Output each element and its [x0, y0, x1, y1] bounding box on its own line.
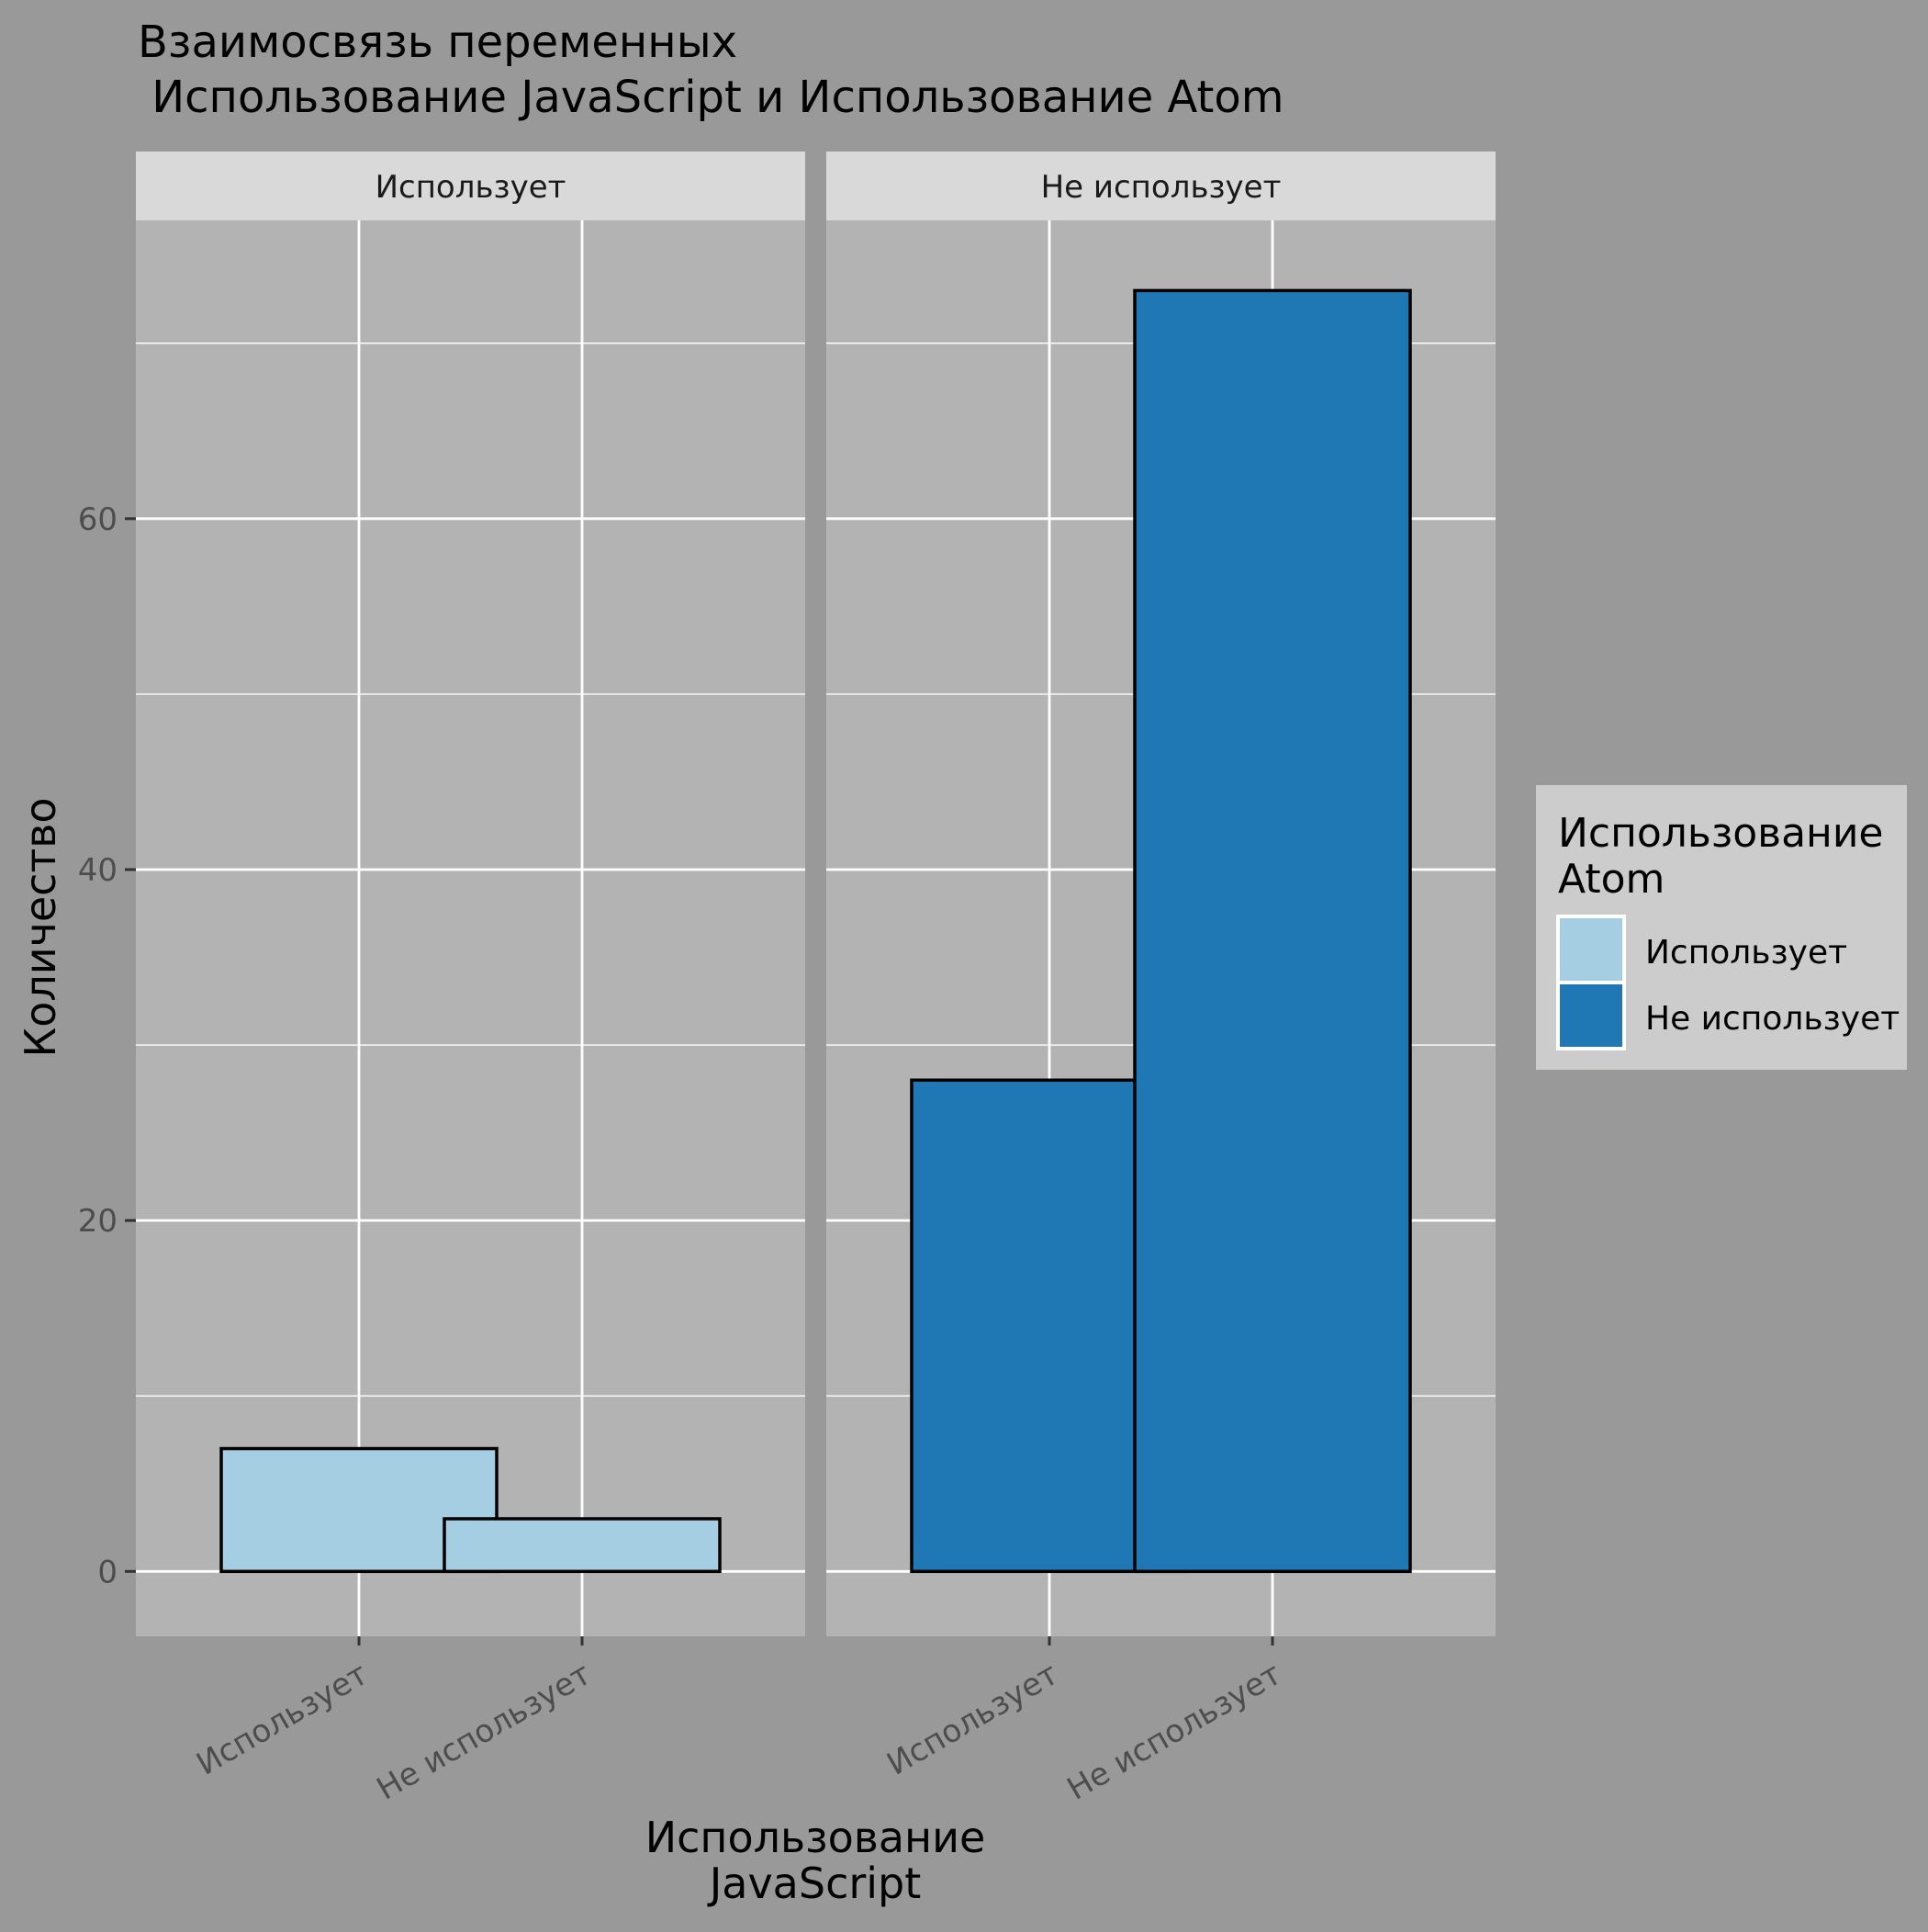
x-tick-label-1-0: Использует	[880, 1656, 1064, 1783]
bar-facet-1-2	[443, 1517, 722, 1574]
legend: Использование Atom Использует Не использ…	[1536, 785, 1907, 1070]
facet-strip-2	[826, 152, 1496, 220]
facet-strip-1-label: Использует	[376, 169, 566, 206]
y-axis-title: Количество	[16, 798, 65, 1058]
chart-title-line2: Использование JavaScript и Использование…	[138, 72, 1283, 123]
chart-title-line1: Взаимосвязь переменных	[138, 17, 737, 68]
legend-key-uses	[1556, 915, 1626, 984]
y-tick-label-3: 60	[78, 501, 118, 538]
legend-title-line2: Atom	[1558, 856, 1665, 903]
x-axis-title-line1: Использование	[645, 1813, 986, 1862]
y-tick-label-2: 40	[78, 852, 118, 889]
x-tick-label-0-1: Не использует	[371, 1656, 598, 1808]
legend-label-uses: Использует	[1645, 934, 1847, 972]
legend-label-not-uses: Не использует	[1645, 1000, 1900, 1038]
facet-panel-1-background	[136, 220, 805, 1636]
y-tick-label-0: 0	[97, 1554, 118, 1590]
bar-facet-2-2	[1133, 288, 1412, 1574]
x-tick-label-0-0: Использует	[190, 1656, 374, 1783]
facet-strip-2-label: Не использует	[1041, 169, 1282, 206]
y-tick-label-1: 20	[78, 1203, 118, 1240]
bars	[219, 288, 1412, 1574]
x-tick-label-1-1: Не использует	[1061, 1656, 1288, 1808]
x-axis-title-line2: JavaScript	[707, 1859, 922, 1908]
legend-title-line1: Использование	[1558, 810, 1884, 857]
legend-key-not-uses	[1556, 981, 1626, 1050]
y-axis: 0 20 40 60	[78, 501, 136, 1590]
facet-strip-1	[136, 152, 805, 220]
